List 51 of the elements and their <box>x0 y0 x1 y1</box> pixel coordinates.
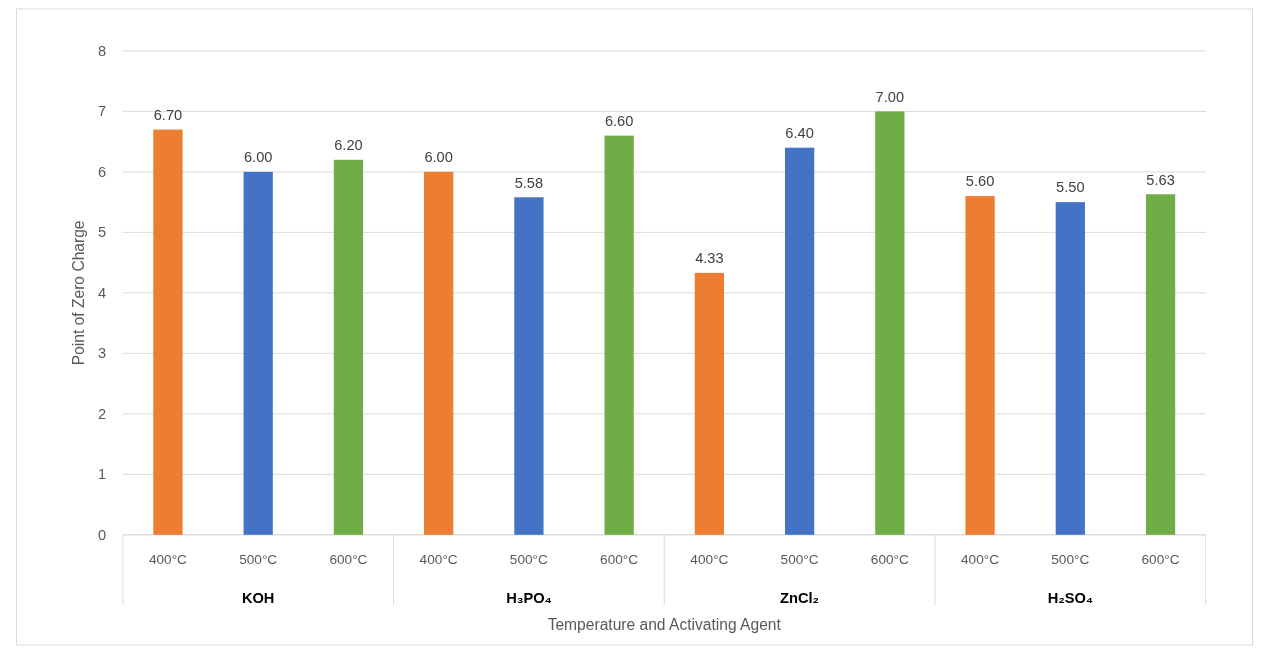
y-tick-label: 1 <box>98 466 107 483</box>
bar <box>965 196 995 535</box>
y-tick-label: 3 <box>98 345 107 362</box>
series-label: 600°C <box>329 552 368 568</box>
y-tick-label: 5 <box>98 224 107 241</box>
data-label: 6.70 <box>153 106 183 123</box>
series-label: 400°C <box>690 552 729 568</box>
x-axis-title: Temperature and Activating Agent <box>547 616 782 634</box>
data-label: 5.60 <box>965 173 995 190</box>
data-label: 6.00 <box>424 149 453 166</box>
x-tick-label: H₂SO₄ <box>1047 590 1093 607</box>
text: 500°C <box>509 552 548 568</box>
series-label: 500°C <box>239 552 278 568</box>
text: 400°C <box>419 552 458 568</box>
bar <box>424 171 454 535</box>
data-label: 5.50 <box>1056 179 1085 196</box>
text: 500°C <box>780 552 819 568</box>
bar <box>1145 194 1176 535</box>
data-label: 4.33 <box>695 250 724 267</box>
x-tick-label: KOH <box>241 590 275 607</box>
data-label: 7.00 <box>875 88 905 105</box>
y-tick-label: 6 <box>98 163 107 180</box>
x-tick-label: ZnCl₂ <box>780 590 820 607</box>
bar <box>153 129 183 535</box>
bar <box>694 272 725 535</box>
text: 400°C <box>148 552 187 568</box>
data-label: 5.58 <box>514 174 544 191</box>
bar <box>1055 202 1085 535</box>
bar <box>333 159 364 535</box>
text: 600°C <box>1141 552 1180 568</box>
data-label: 6.40 <box>785 124 814 141</box>
y-tick-label: 4 <box>98 284 107 301</box>
y-tick-label: 0 <box>98 526 107 543</box>
bar <box>784 147 815 535</box>
bar <box>604 135 634 535</box>
data-label: 6.00 <box>243 149 273 166</box>
text: 600°C <box>600 552 639 568</box>
y-tick-label: 2 <box>98 405 107 422</box>
y-axis-title: Point of Zero Charge <box>69 220 87 366</box>
text: 400°C <box>961 552 1000 568</box>
bar <box>514 197 544 535</box>
data-label: 6.20 <box>334 137 363 154</box>
data-label: 6.60 <box>604 112 634 129</box>
text: 500°C <box>1051 552 1090 568</box>
y-tick-label: 7 <box>98 103 107 120</box>
text: 600°C <box>870 552 909 568</box>
bar <box>243 171 273 535</box>
data-label: 5.63 <box>1146 171 1175 188</box>
x-tick-label: H₃PO₄ <box>506 590 552 607</box>
bar <box>875 111 905 535</box>
y-tick-label: 8 <box>98 42 107 59</box>
